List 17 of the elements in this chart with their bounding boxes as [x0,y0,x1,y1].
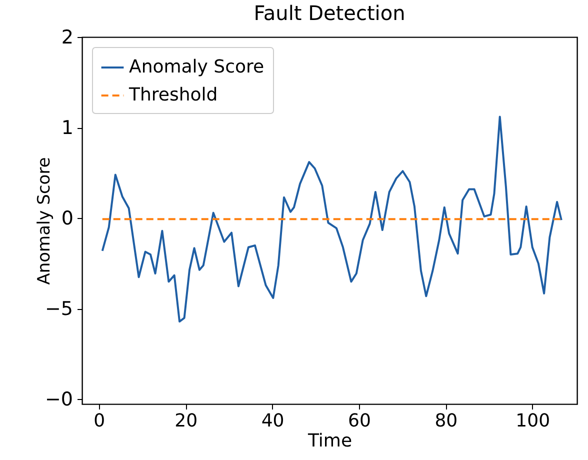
x-tick-label: 40 [261,410,284,432]
line-series [101,116,562,323]
text: −0 [44,388,73,410]
x-tick-label: 60 [348,410,371,432]
x-tick-label: 0 [94,410,106,432]
legend-label: Threshold [128,84,218,106]
x-axis-title: Time [306,430,352,452]
y-tick-label: 1 [61,117,74,140]
chart-title: Fault Detection [254,1,406,25]
x-tick-label: 20 [174,410,198,432]
y-tick-label: 2 [61,26,74,48]
text: −5 [44,298,73,320]
legend-label: Anomaly Score [129,56,264,78]
x-tick-label: 100 [516,410,550,432]
y-axis-title: Anomaly Score [34,157,54,285]
x-tick-label: 80 [434,410,458,432]
y-tick-label: 0 [61,208,74,230]
